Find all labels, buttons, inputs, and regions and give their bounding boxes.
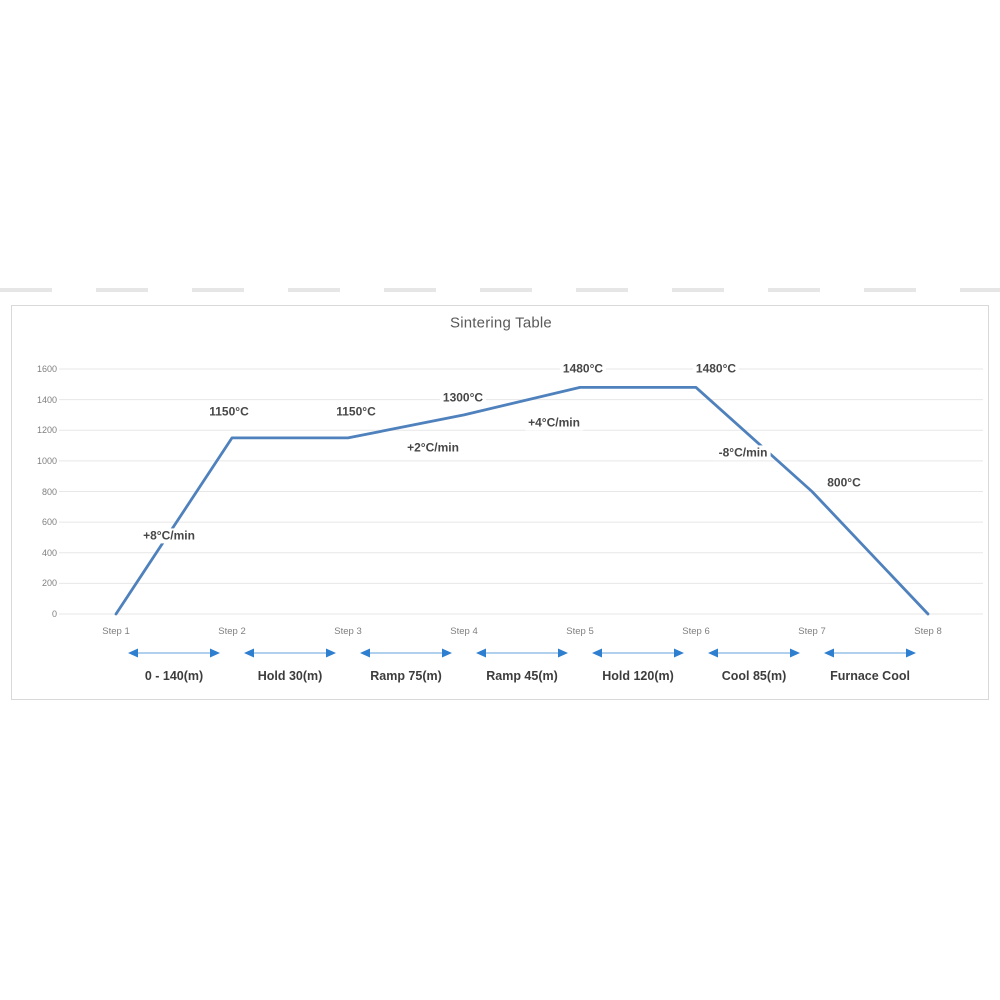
annotation-label: 1150°C	[333, 404, 379, 420]
y-axis-tick: 800	[41, 486, 57, 497]
arrow-right-icon	[442, 648, 452, 658]
sintering-chart: Sintering Table 0 200 400 600 800 1000 1200 140…	[11, 305, 989, 700]
arrow-right-icon	[906, 648, 916, 658]
annotation-label: +8°C/min	[140, 528, 198, 544]
chart-canvas	[59, 368, 983, 658]
arrow-right-icon	[674, 648, 684, 658]
x-axis-tick: Step 4	[450, 626, 478, 637]
interval-arrows	[128, 648, 916, 658]
interval-arrow	[592, 648, 684, 658]
x-axis-tick: Step 3	[334, 626, 362, 637]
annotation-label: 1300°C	[439, 390, 487, 406]
annotation-label: +2°C/min	[404, 440, 462, 456]
y-axis-tick: 0	[51, 609, 57, 619]
temperature-line	[114, 386, 930, 616]
annotation-label: 800°C	[824, 475, 864, 491]
arrow-left-icon	[824, 648, 834, 658]
x-axis-tick: Step 8	[914, 626, 942, 637]
chart-title: Sintering Table	[450, 314, 552, 332]
y-axis-tick: 1400	[36, 394, 57, 405]
x-axis-tick: Step 1	[102, 626, 130, 637]
annotation-label: 1150°C	[206, 404, 252, 420]
interval-arrow	[360, 648, 452, 658]
arrow-right-icon	[210, 648, 220, 658]
y-axis-tick: 1600	[36, 364, 57, 374]
interval-arrow	[244, 648, 336, 658]
arrow-left-icon	[244, 648, 254, 658]
annotation-label: 1480°C	[692, 361, 740, 377]
annotation-label: -8°C/min	[715, 445, 771, 461]
y-axis-tick: 200	[41, 578, 57, 589]
interval-arrow	[476, 648, 568, 658]
x-axis-tick: Step 5	[566, 626, 594, 637]
arrow-right-icon	[326, 648, 336, 658]
arrow-left-icon	[476, 648, 486, 658]
y-axis-tick: 1200	[36, 425, 57, 436]
interval-label: Cool 85(m)	[721, 669, 787, 683]
y-axis-tick: 600	[41, 517, 57, 528]
interval-arrow	[708, 648, 800, 658]
interval-label: Furnace Cool	[830, 669, 910, 683]
arrow-left-icon	[128, 648, 138, 658]
arrow-left-icon	[592, 648, 602, 658]
interval-label: Hold 120(m)	[602, 669, 674, 683]
interval-label: 0 - 140(m)	[144, 669, 204, 683]
interval-arrow	[824, 648, 916, 658]
x-axis-tick: Step 2	[218, 626, 246, 637]
annotation-label: 1480°C	[559, 361, 607, 377]
arrow-left-icon	[360, 648, 370, 658]
arrow-right-icon	[790, 648, 800, 658]
x-axis-tick: Step 6	[682, 626, 710, 637]
interval-arrow	[128, 648, 220, 658]
clipped-content-edge	[0, 288, 1000, 292]
y-axis-tick: 400	[41, 547, 57, 558]
y-axis-tick: 1000	[36, 455, 57, 466]
arrow-left-icon	[708, 648, 718, 658]
interval-label: Hold 30(m)	[257, 669, 323, 683]
interval-label: Ramp 75(m)	[370, 669, 442, 683]
x-axis-tick: Step 7	[798, 626, 826, 637]
interval-label: Ramp 45(m)	[486, 669, 558, 683]
arrow-right-icon	[558, 648, 568, 658]
gridlines	[59, 368, 983, 615]
annotation-label: +4°C/min	[525, 415, 583, 431]
